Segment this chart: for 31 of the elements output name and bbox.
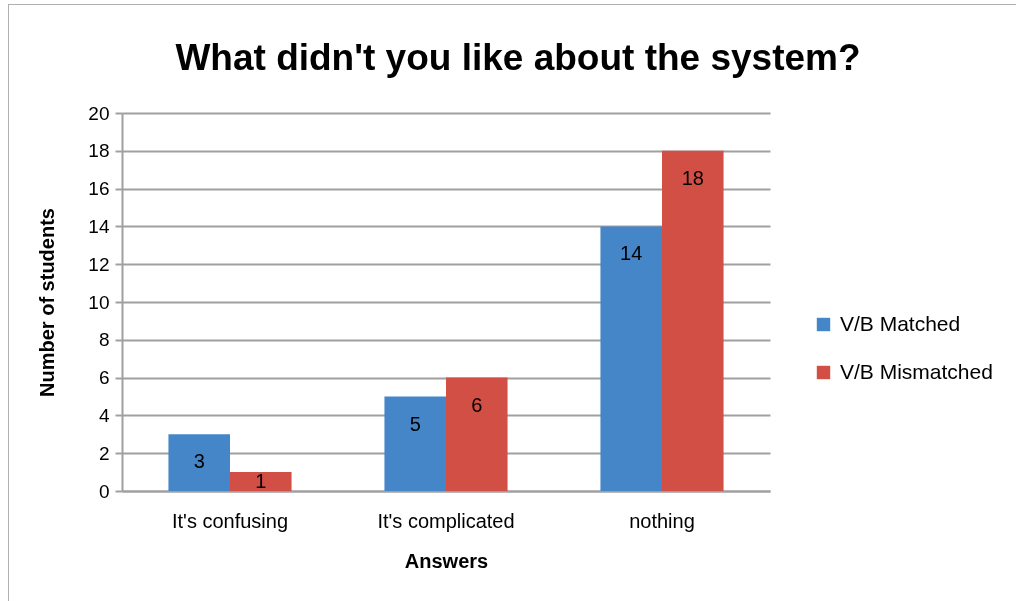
y-tick-label: 2 bbox=[98, 442, 110, 464]
bar bbox=[168, 434, 230, 491]
bar bbox=[600, 226, 662, 491]
y-tick-label: 4 bbox=[98, 404, 110, 426]
x-tick-label: It's complicated bbox=[377, 509, 515, 532]
bar bbox=[446, 377, 508, 491]
legend-label: V/B Mismatched bbox=[840, 359, 993, 383]
bar bbox=[662, 150, 724, 491]
y-tick-label: 18 bbox=[88, 140, 110, 162]
data-label: 1 bbox=[255, 469, 267, 492]
y-tick-label: 16 bbox=[88, 178, 110, 200]
data-label: 6 bbox=[471, 393, 483, 416]
x-tick-label: It's confusing bbox=[171, 509, 289, 532]
data-label: 18 bbox=[681, 166, 704, 189]
y-axis-title: Number of students bbox=[36, 208, 59, 397]
y-tick-label: 12 bbox=[88, 253, 110, 275]
y-tick-label: 20 bbox=[88, 102, 110, 124]
bar bbox=[384, 396, 446, 491]
y-tick-label: 14 bbox=[88, 215, 110, 237]
chart-title: What didn't you like about the system? bbox=[175, 37, 861, 78]
x-tick-label: nothing bbox=[629, 509, 695, 532]
legend-label: V/B Matched bbox=[840, 311, 961, 335]
data-label: 5 bbox=[409, 412, 421, 435]
y-tick-label: 6 bbox=[98, 367, 110, 389]
y-tick-label: 0 bbox=[98, 480, 110, 502]
data-label: 3 bbox=[193, 450, 205, 473]
y-tick-label: 10 bbox=[88, 291, 110, 313]
y-tick-label: 8 bbox=[98, 329, 110, 351]
x-axis-title: Answers bbox=[404, 549, 489, 572]
data-label: 14 bbox=[620, 242, 643, 265]
bar bbox=[230, 472, 292, 491]
